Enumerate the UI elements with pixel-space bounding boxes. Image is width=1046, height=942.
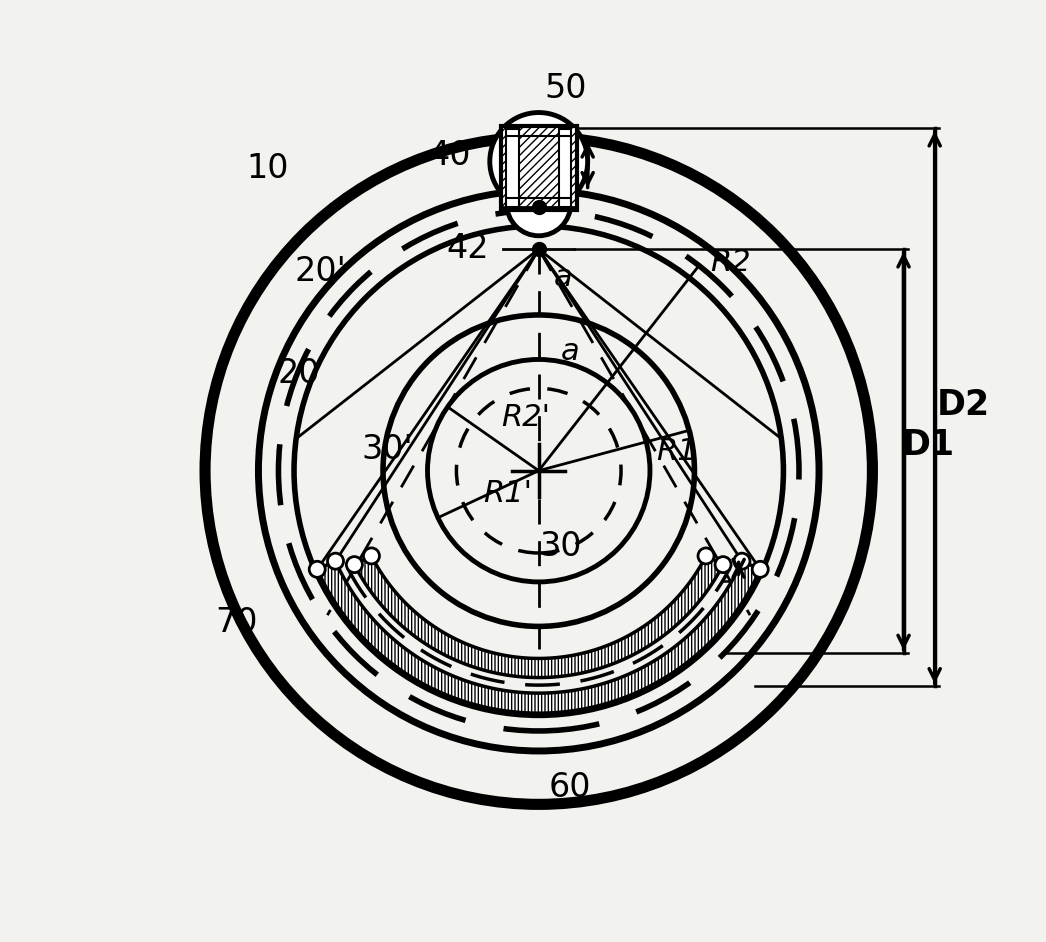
Polygon shape [355, 556, 723, 677]
Text: 20: 20 [277, 357, 320, 390]
Text: 70: 70 [214, 606, 257, 639]
Text: R2: R2 [709, 248, 750, 277]
Text: 42: 42 [446, 233, 488, 266]
Text: R1: R1 [656, 436, 697, 465]
Text: D2: D2 [937, 387, 990, 421]
Bar [506, 130, 519, 207]
Circle shape [310, 561, 325, 577]
Circle shape [506, 172, 570, 236]
Text: D1: D1 [902, 428, 954, 462]
Bar [501, 126, 576, 211]
Circle shape [698, 548, 713, 564]
Circle shape [490, 113, 588, 211]
Text: a: a [561, 336, 579, 365]
Text: 50: 50 [544, 73, 587, 106]
Text: R1': R1' [483, 479, 532, 508]
Bar [501, 126, 576, 211]
Bar [559, 130, 571, 207]
Text: 40: 40 [429, 138, 471, 171]
Polygon shape [317, 561, 760, 713]
Circle shape [327, 553, 343, 569]
Text: R2': R2' [501, 403, 550, 432]
Circle shape [733, 553, 750, 569]
Text: 60: 60 [548, 771, 591, 804]
Text: 20': 20' [295, 254, 346, 287]
Circle shape [346, 557, 362, 573]
Text: 30: 30 [540, 530, 582, 563]
Circle shape [752, 561, 768, 577]
Text: a: a [553, 263, 572, 292]
Text: 10: 10 [246, 153, 289, 186]
Text: 30': 30' [362, 432, 413, 465]
Circle shape [714, 557, 731, 573]
Circle shape [363, 548, 380, 564]
